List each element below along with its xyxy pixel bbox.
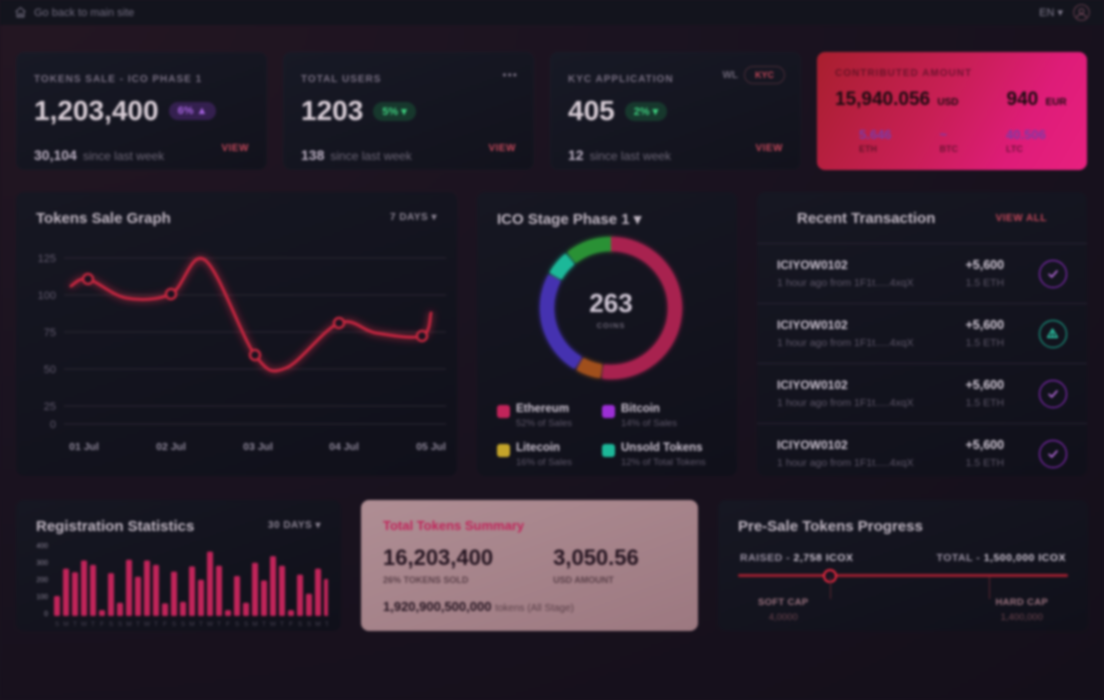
svg-text:02 Jul: 02 Jul: [156, 441, 186, 453]
svg-text:S: S: [109, 621, 114, 628]
svg-text:S: S: [298, 621, 303, 628]
svg-text:01 Jul: 01 Jul: [69, 441, 99, 453]
svg-text:S: S: [172, 621, 177, 628]
svg-text:0: 0: [44, 611, 48, 618]
svg-text:S: S: [235, 621, 240, 628]
svg-text:400: 400: [36, 543, 48, 550]
svg-text:M: M: [126, 621, 131, 628]
svg-text:100: 100: [36, 594, 48, 601]
svg-text:T: T: [154, 621, 158, 628]
svg-text:T: T: [280, 621, 284, 628]
svg-text:W: W: [270, 621, 277, 628]
svg-text:05 Jul: 05 Jul: [416, 441, 446, 453]
svg-text:T: T: [73, 621, 77, 628]
svg-text:T: T: [325, 621, 328, 628]
svg-text:M: M: [63, 621, 68, 628]
svg-text:COINS: COINS: [597, 321, 626, 330]
svg-text:T: T: [91, 621, 95, 628]
svg-text:S: S: [118, 621, 123, 628]
svg-text:100: 100: [38, 290, 56, 302]
svg-text:M: M: [315, 621, 320, 628]
svg-text:200: 200: [36, 577, 48, 584]
svg-text:T: T: [199, 621, 203, 628]
svg-text:S: S: [307, 621, 312, 628]
svg-text:W: W: [207, 621, 214, 628]
svg-text:T: T: [136, 621, 140, 628]
svg-text:T: T: [217, 621, 221, 628]
svg-text:W: W: [81, 621, 88, 628]
svg-text:04 Jul: 04 Jul: [329, 441, 359, 453]
svg-text:25: 25: [44, 401, 56, 413]
svg-text:125: 125: [38, 253, 56, 265]
svg-text:T: T: [262, 621, 266, 628]
svg-text:0: 0: [50, 419, 56, 431]
svg-text:263: 263: [589, 288, 632, 318]
svg-text:S: S: [55, 621, 60, 628]
svg-text:03 Jul: 03 Jul: [243, 441, 273, 453]
svg-text:F: F: [226, 621, 230, 628]
svg-text:75: 75: [44, 327, 56, 339]
svg-text:S: S: [244, 621, 249, 628]
svg-text:M: M: [189, 621, 194, 628]
svg-text:M: M: [252, 621, 257, 628]
svg-text:F: F: [163, 621, 167, 628]
svg-text:F: F: [289, 621, 293, 628]
svg-text:300: 300: [36, 560, 48, 567]
svg-text:S: S: [181, 621, 186, 628]
svg-text:W: W: [144, 621, 151, 628]
svg-text:50: 50: [44, 364, 56, 376]
svg-text:F: F: [100, 621, 104, 628]
